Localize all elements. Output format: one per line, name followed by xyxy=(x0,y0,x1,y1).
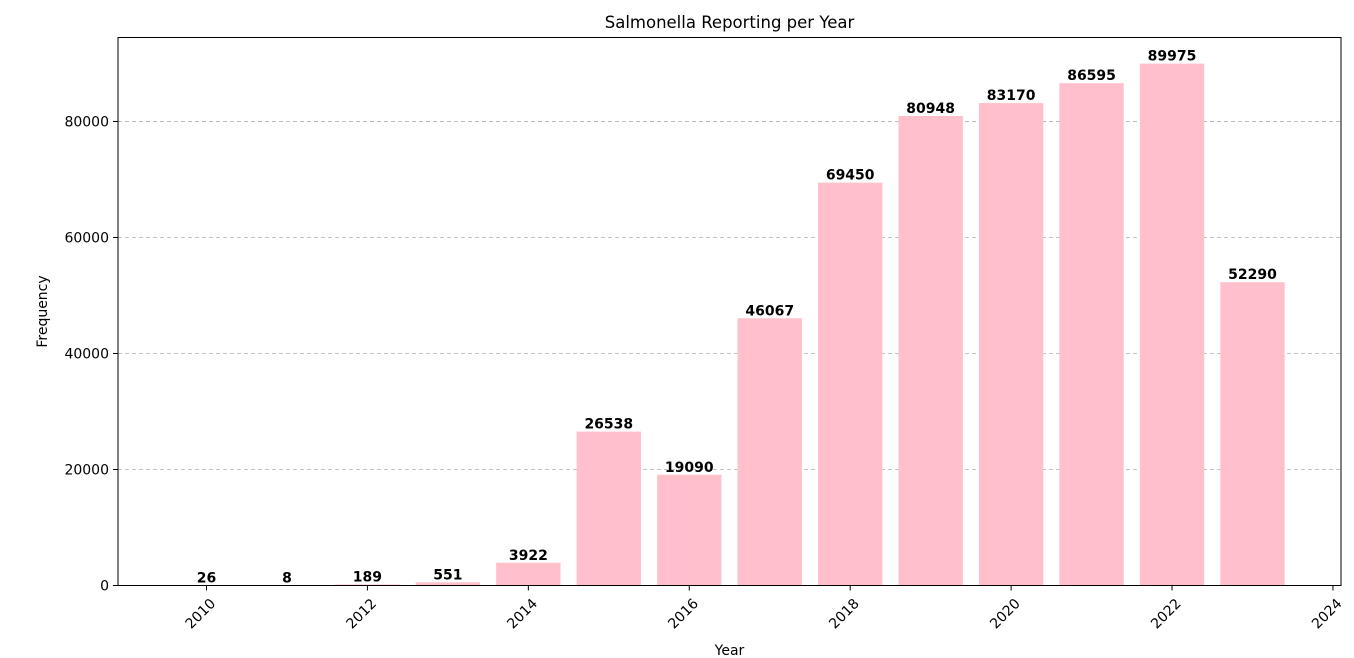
bar xyxy=(1139,63,1205,586)
bar-value-label: 26 xyxy=(197,570,216,586)
bar-value-label: 89975 xyxy=(1148,49,1197,65)
y-tick-label: 60000 xyxy=(64,230,109,246)
bar-value-label: 551 xyxy=(433,567,462,583)
x-tick-label: 2010 xyxy=(183,596,220,633)
bar-value-label: 26538 xyxy=(584,417,633,433)
x-tick-label: 2016 xyxy=(665,596,702,633)
chart-title: Salmonella Reporting per Year xyxy=(605,13,855,32)
bar xyxy=(978,103,1044,586)
bar-value-label: 52290 xyxy=(1228,267,1277,283)
y-tick-label: 0 xyxy=(100,579,109,595)
bar xyxy=(737,318,802,586)
bar xyxy=(496,562,561,586)
bar xyxy=(576,431,641,586)
x-tick-label: 2022 xyxy=(1148,596,1185,633)
data-labels: 26 8 189 551 3922 26538 19090 46067 69450 80948 83… xyxy=(197,49,1277,587)
bar-value-label: 189 xyxy=(353,569,382,585)
bar-value-label: 80948 xyxy=(906,101,955,117)
x-tick-label: 2014 xyxy=(504,596,541,633)
bar xyxy=(1220,282,1285,586)
bar-value-label: 3922 xyxy=(509,548,548,564)
bar xyxy=(1059,83,1124,586)
y-tick-label: 20000 xyxy=(64,462,109,478)
gridlines xyxy=(118,121,1341,470)
y-tick-label: 40000 xyxy=(64,346,109,362)
x-tick-label: 2020 xyxy=(987,596,1024,633)
x-axis-ticks: 2010 2012 2014 2016 2018 2020 2022 2024 xyxy=(183,585,1346,633)
bar-value-label: 46067 xyxy=(745,303,794,319)
plot-frame xyxy=(117,37,1342,586)
y-tick-label: 80000 xyxy=(64,114,109,130)
y-axis-label: Frequency xyxy=(35,275,51,347)
bar-value-label: 83170 xyxy=(987,88,1036,104)
bars xyxy=(174,63,1285,586)
bar xyxy=(415,582,481,586)
bar xyxy=(898,115,963,586)
bar-value-label: 86595 xyxy=(1067,68,1116,84)
bar xyxy=(335,584,400,586)
y-axis-ticks: 0 20000 40000 60000 80000 xyxy=(64,114,118,595)
x-tick-label: 2024 xyxy=(1309,596,1346,633)
bar-value-label: 8 xyxy=(282,570,292,586)
bar xyxy=(818,182,883,586)
x-axis-label: Year xyxy=(714,643,745,658)
bar xyxy=(657,474,722,586)
x-tick-label: 2012 xyxy=(344,596,381,633)
bar-value-label: 19090 xyxy=(665,460,714,476)
x-tick-label: 2018 xyxy=(826,596,863,633)
bar-value-label: 69450 xyxy=(826,168,875,184)
